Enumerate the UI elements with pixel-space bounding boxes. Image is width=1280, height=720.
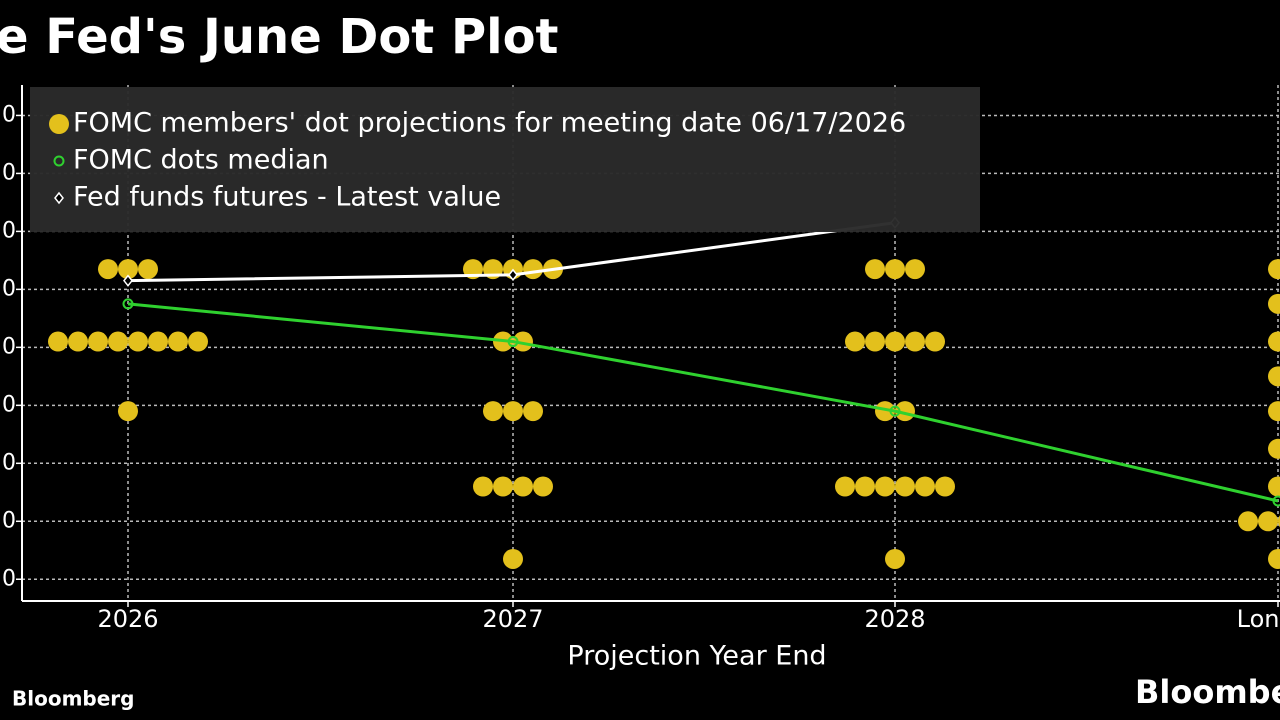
- line-marker: [889, 405, 901, 417]
- dot: [895, 476, 915, 497]
- legend-label: FOMC dots median: [73, 145, 329, 176]
- y-tick-label: 0: [2, 334, 16, 359]
- y-tick-label: 0: [2, 276, 16, 301]
- chart-title: e Fed's June Dot Plot: [0, 9, 559, 65]
- dot: [875, 476, 895, 497]
- dot: [48, 331, 68, 352]
- line-marker: [507, 336, 519, 348]
- y-tick-label: 0: [2, 392, 16, 417]
- dot: [875, 401, 895, 422]
- dot: [533, 476, 553, 497]
- y-tick-label: 0: [2, 566, 16, 591]
- dot: [503, 401, 523, 422]
- line: [127, 302, 1279, 503]
- legend-label: FOMC members' dot projections for meetin…: [73, 108, 906, 139]
- x-tick-label: Longer: [1237, 605, 1280, 633]
- plot-area: 0 0 0 0 0 0 0 0 0 2026 2027 2028 Longer: [2, 85, 1280, 633]
- dot: [168, 331, 188, 352]
- dot: [523, 401, 543, 422]
- dot: [513, 331, 533, 352]
- line-marker: [122, 298, 134, 310]
- legend-box: [30, 87, 980, 232]
- dot: [1268, 331, 1280, 352]
- dot: [128, 331, 148, 352]
- dot: [188, 331, 208, 352]
- dot: [1238, 511, 1258, 532]
- legend-label: Fed funds futures - Latest value: [73, 182, 501, 213]
- dot: [855, 476, 875, 497]
- line-marker: [508, 268, 518, 282]
- line-marker: [1272, 495, 1280, 507]
- dot: [108, 331, 128, 352]
- dot: [1268, 401, 1280, 422]
- x-tick-label: 2027: [482, 605, 543, 633]
- dot: [88, 331, 108, 352]
- dot: [1268, 259, 1280, 280]
- dot: [885, 548, 905, 569]
- x-axis-label: Projection Year End: [567, 641, 826, 672]
- dot: [503, 548, 523, 569]
- legend-marker: [54, 191, 64, 205]
- dot: [905, 259, 925, 280]
- dot: [1268, 293, 1280, 314]
- dot: [935, 476, 955, 497]
- dot: [483, 401, 503, 422]
- y-tick-label: 0: [2, 102, 16, 127]
- legend-marker: [53, 155, 65, 167]
- dot: [118, 259, 138, 280]
- legend: FOMC members' dot projections for meetin…: [30, 87, 980, 232]
- x-tick-label: 2026: [97, 605, 158, 633]
- dot: [1258, 511, 1278, 532]
- source-right: Bloomberg: [1135, 673, 1280, 711]
- dot: [148, 331, 168, 352]
- x-tick-label: 2028: [864, 605, 925, 633]
- dot: [118, 401, 138, 422]
- dot: [865, 259, 885, 280]
- y-tick-label: 0: [2, 218, 16, 243]
- y-tick-label: 0: [2, 160, 16, 185]
- dot: [98, 259, 118, 280]
- dot: [1268, 438, 1280, 459]
- dot: [523, 259, 543, 280]
- dot: [68, 331, 88, 352]
- y-tick-label: 0: [2, 450, 16, 475]
- dot: [493, 476, 513, 497]
- dot: [1268, 476, 1280, 497]
- dot: [865, 331, 885, 352]
- dot: [885, 259, 905, 280]
- dot: [835, 476, 855, 497]
- dot: [1268, 548, 1280, 569]
- dot: [905, 331, 925, 352]
- y-tick-label: 0: [2, 508, 16, 533]
- legend-marker: [49, 114, 69, 134]
- dot: [925, 331, 945, 352]
- line-marker: [123, 274, 133, 287]
- dot: [473, 476, 493, 497]
- dot: [845, 331, 865, 352]
- dot: [138, 259, 158, 280]
- dot: [1268, 366, 1280, 387]
- dot: [885, 331, 905, 352]
- dot: [513, 476, 533, 497]
- source-left: Bloomberg: [12, 687, 134, 711]
- dot: [915, 476, 935, 497]
